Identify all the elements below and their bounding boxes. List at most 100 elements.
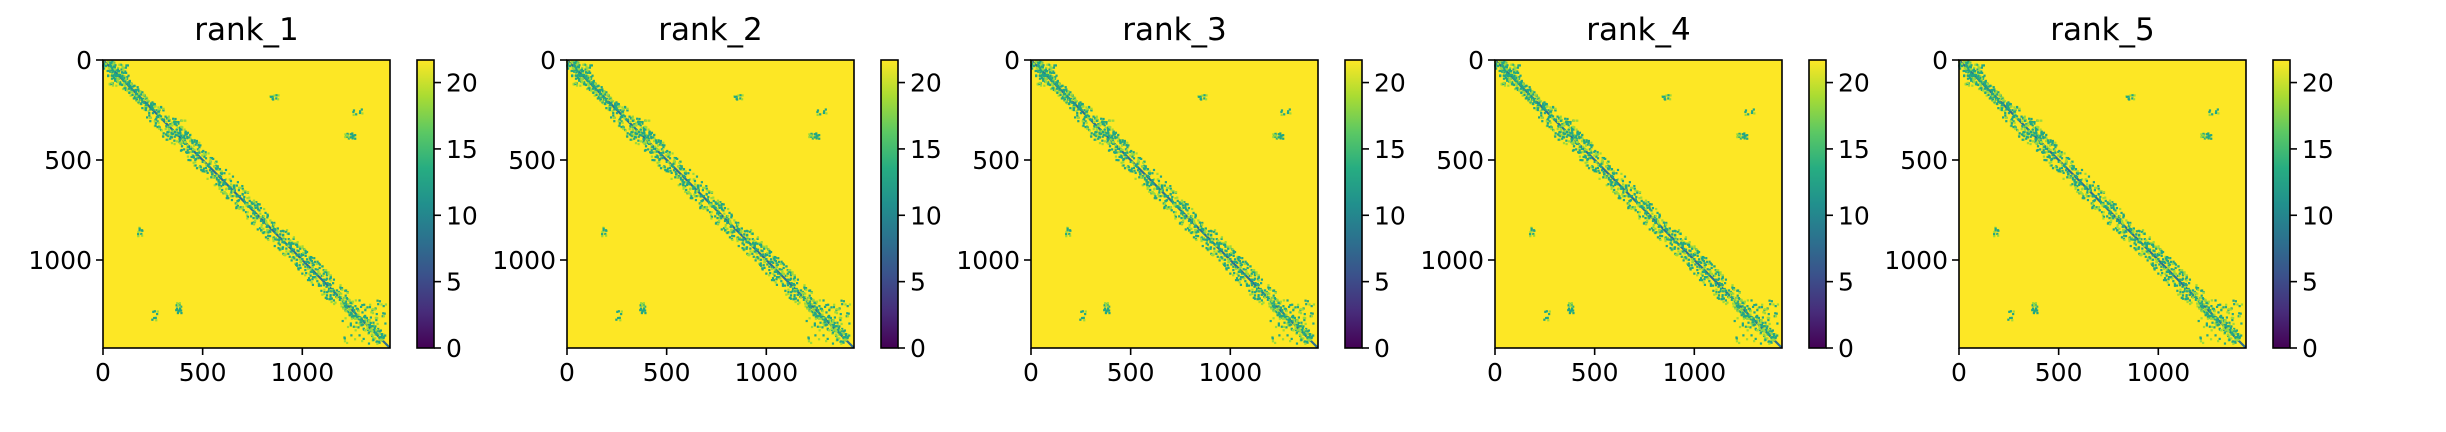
- heatmap-cell: [616, 108, 619, 111]
- heatmap-cell: [1184, 228, 1187, 231]
- heatmap-cell: [1039, 84, 1043, 87]
- heatmap-cell: [658, 157, 662, 161]
- heatmap-cell: [1550, 108, 1553, 111]
- heatmap-cell: [1563, 124, 1566, 127]
- heatmap-cell: [741, 240, 745, 244]
- heatmap-cell: [647, 140, 650, 144]
- heatmap-cell: [143, 108, 146, 111]
- heatmap-cell: [717, 204, 720, 207]
- heatmap-cell: [1309, 315, 1312, 318]
- heatmap-cell: [1253, 269, 1256, 272]
- heatmap-cell: [1571, 132, 1574, 135]
- heatmap-cell: [175, 120, 178, 124]
- heatmap-cell: [1285, 310, 1288, 313]
- heatmap-cell: [1080, 310, 1083, 313]
- heatmap-cell: [357, 313, 360, 316]
- heatmap-cell: [652, 140, 656, 143]
- heatmap-cell: [1304, 299, 1307, 302]
- heatmap-cell: [1114, 135, 1117, 138]
- heatmap-cell: [827, 319, 830, 323]
- heatmap-cell: [362, 337, 365, 340]
- heatmap-cell: [278, 239, 281, 242]
- heatmap-cell: [1226, 264, 1229, 267]
- heatmap-cell: [1600, 165, 1603, 168]
- heatmap-cell: [811, 303, 814, 306]
- heatmap-cell: [1267, 298, 1270, 301]
- heatmap-cell: [1646, 219, 1649, 223]
- heatmap-cell: [1174, 201, 1177, 205]
- heatmap-cell: [1166, 186, 1169, 189]
- heatmap-cell: [121, 64, 124, 67]
- heatmap-cell: [260, 226, 263, 229]
- heatmap-cell: [830, 325, 833, 328]
- heatmap-cell: [340, 292, 343, 295]
- heatmap-cell: [241, 207, 244, 210]
- heatmap-cell: [693, 193, 696, 196]
- heatmap-cell: [1171, 195, 1174, 199]
- heatmap-cell: [201, 154, 204, 157]
- heatmap-cell: [817, 309, 820, 312]
- heatmap-cell: [1578, 131, 1582, 134]
- axes-frame: [566, 59, 855, 349]
- heatmap-cell: [640, 302, 643, 305]
- heatmap-cell: [1311, 312, 1314, 315]
- heatmap-cell: [1295, 342, 1299, 345]
- heatmap-cell: [224, 168, 228, 172]
- heatmap-cell: [1694, 263, 1697, 266]
- heatmap-cell: [113, 78, 117, 81]
- heatmap-cell: [169, 134, 173, 138]
- heatmap-cell: [1153, 193, 1156, 196]
- heatmap-cell: [256, 206, 259, 209]
- heatmap-cell: [569, 64, 572, 68]
- heatmap-cell: [340, 305, 343, 308]
- heatmap-cell: [1260, 278, 1264, 281]
- heatmap-cell: [777, 260, 781, 263]
- heatmap-cell: [154, 105, 157, 108]
- heatmap-cell: [1516, 82, 1519, 85]
- heatmap-cell: [1681, 250, 1685, 253]
- heatmap-cell: [1564, 117, 1567, 120]
- heatmap-cell: [344, 294, 347, 297]
- heatmap-cell: [1096, 128, 1099, 132]
- heatmap-cell: [727, 218, 730, 221]
- heatmap-cell: [1215, 242, 1218, 246]
- heatmap-cell: [1668, 227, 1671, 230]
- heatmap-cell: [1523, 91, 1526, 94]
- heatmap-cell: [1138, 170, 1141, 174]
- heatmap-cell: [345, 304, 348, 307]
- heatmap-cell: [753, 245, 756, 248]
- heatmap-cell: [1300, 338, 1303, 342]
- heatmap-cell: [382, 333, 385, 336]
- heatmap-cell: [344, 289, 348, 292]
- heatmap-cell: [1227, 260, 1231, 264]
- heatmap-cell: [1586, 161, 1589, 164]
- heatmap-cell: [146, 101, 149, 104]
- heatmap-cell: [653, 134, 656, 137]
- heatmap-cell: [799, 296, 803, 299]
- heatmap-cell: [1251, 270, 1254, 273]
- heatmap-cell: [1645, 210, 1648, 213]
- heatmap-cell: [287, 238, 290, 241]
- heatmap-cell: [634, 136, 638, 139]
- heatmap-cell: [1558, 138, 1562, 141]
- heatmap-cell: [1039, 73, 1042, 76]
- heatmap-cell: [697, 194, 700, 197]
- heatmap-cell: [821, 310, 824, 313]
- heatmap-cell: [195, 139, 198, 143]
- heatmap-cell: [380, 334, 384, 337]
- heatmap-cell: [173, 120, 176, 123]
- heatmap-cell: [817, 311, 820, 314]
- heatmap-cell: [1075, 100, 1079, 103]
- heatmap-cell: [727, 207, 730, 211]
- heatmap-cell: [1303, 333, 1306, 336]
- heatmap-cell: [1059, 91, 1062, 94]
- heatmap-cell: [1061, 84, 1064, 87]
- heatmap-cell: [1572, 128, 1575, 131]
- heatmap-cell: [248, 199, 251, 202]
- heatmap-cell: [289, 239, 292, 242]
- heatmap-cell: [288, 255, 291, 258]
- heatmap-cell: [246, 215, 250, 218]
- heatmap-cell: [1170, 189, 1173, 192]
- heatmap-cell: [109, 63, 112, 66]
- heatmap-cell: [198, 166, 201, 169]
